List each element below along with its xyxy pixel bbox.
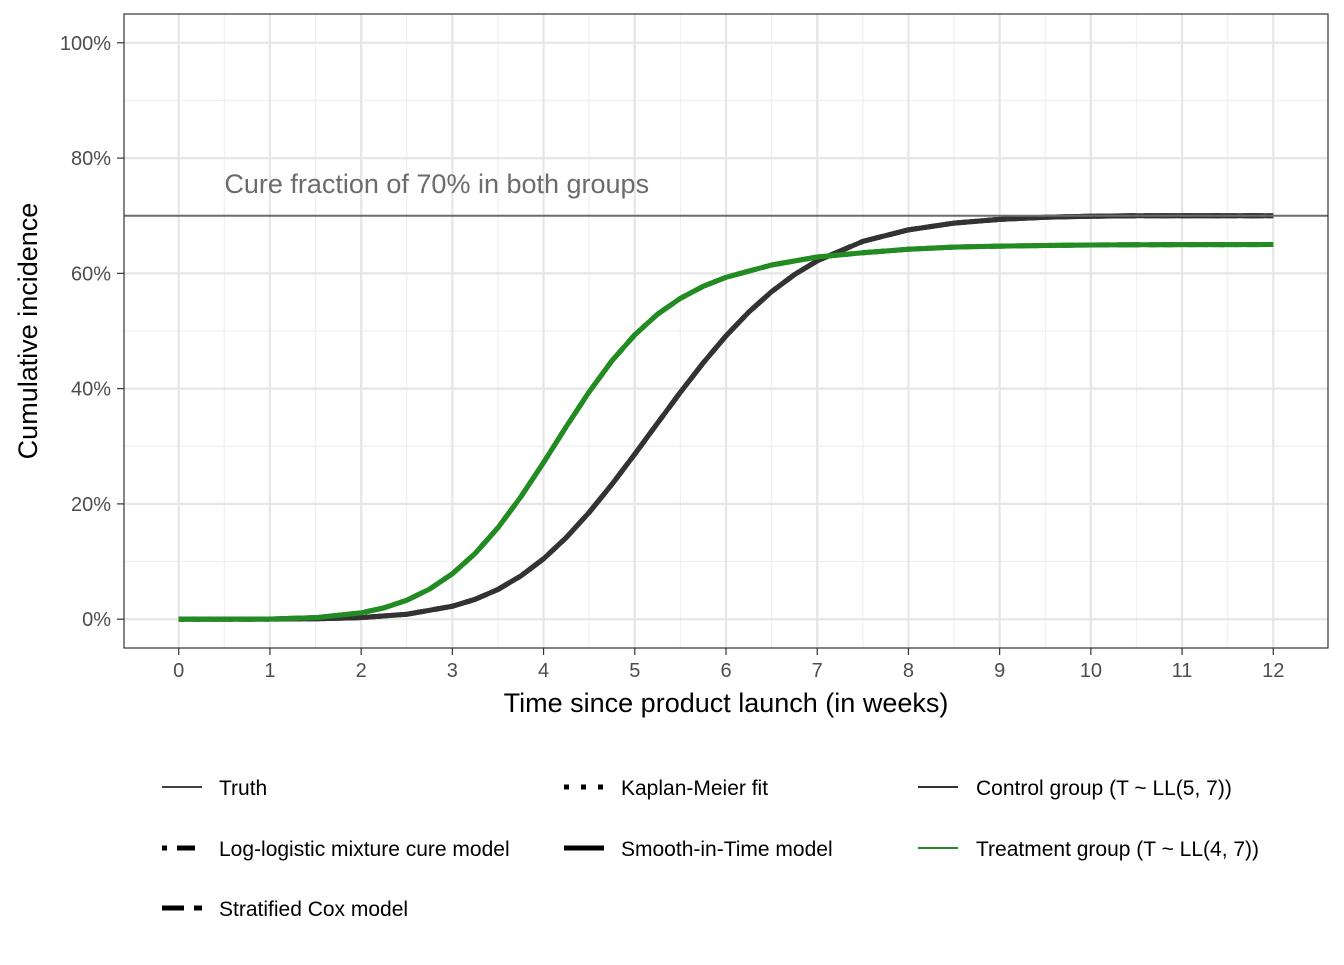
y-tick-label: 40% [71, 379, 111, 401]
x-axis: 0 1 2 3 4 5 6 7 8 9 10 11 12 [173, 648, 1284, 682]
x-tick-label: 2 [356, 660, 367, 682]
grid-major [124, 14, 1328, 648]
x-tick-label: 7 [812, 660, 823, 682]
y-tick-label: 60% [71, 263, 111, 285]
x-tick-label: 9 [994, 660, 1005, 682]
x-tick-label: 4 [538, 660, 549, 682]
legend-label: Log-logistic mixture cure model [219, 838, 510, 861]
x-tick-label: 1 [264, 660, 275, 682]
y-axis-title: Cumulative incidence [13, 203, 43, 460]
legend-label: Stratified Cox model [219, 898, 408, 921]
cure-fraction-annotation: Cure fraction of 70% in both groups [224, 169, 649, 199]
legend-label: Truth [219, 777, 267, 800]
y-tick-label: 0% [82, 609, 111, 631]
x-tick-label: 5 [629, 660, 640, 682]
x-tick-label: 12 [1262, 660, 1284, 682]
x-tick-label: 10 [1080, 660, 1102, 682]
legend-label: Kaplan-Meier fit [621, 777, 768, 800]
series-control-truth [178, 214, 1274, 621]
legend-label: Treatment group (T ~ LL(4, 7)) [976, 838, 1259, 861]
legend-label: Control group (T ~ LL(5, 7)) [976, 777, 1232, 800]
series-layer [178, 213, 1274, 622]
legend: Truth Kaplan-Meier fit Log-logistic mixtur… [162, 777, 1259, 921]
y-axis: 0% 20% 40% 60% 80% 100% [60, 33, 124, 631]
series-treatment-truth [178, 243, 1274, 621]
y-tick-label: 20% [71, 494, 111, 516]
x-tick-label: 6 [720, 660, 731, 682]
x-tick-label: 8 [903, 660, 914, 682]
y-tick-label: 100% [60, 33, 111, 55]
x-tick-label: 3 [447, 660, 458, 682]
x-tick-label: 11 [1172, 660, 1193, 682]
x-axis-title: Time since product launch (in weeks) [504, 688, 949, 718]
y-tick-label: 80% [71, 148, 111, 170]
x-tick-label: 0 [173, 660, 184, 682]
legend-label: Smooth-in-Time model [621, 838, 833, 861]
